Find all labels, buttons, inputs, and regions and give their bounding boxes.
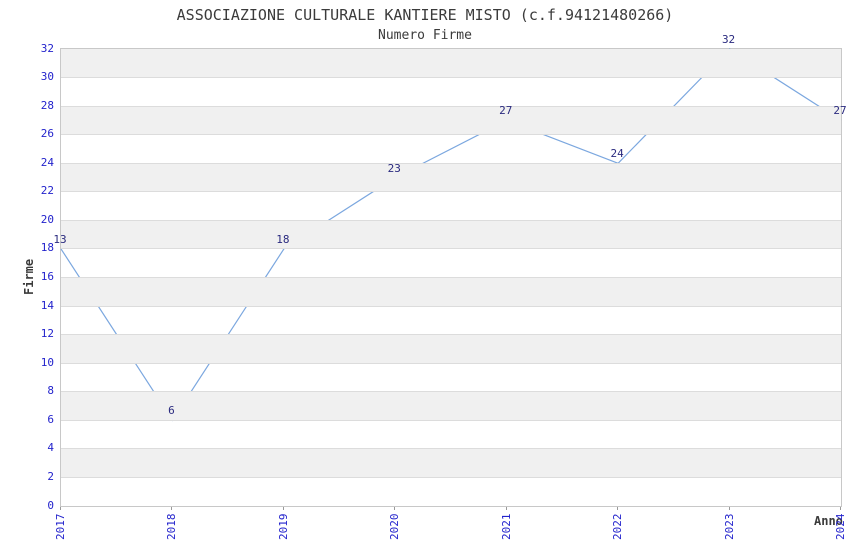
axis-tick [171,507,173,510]
grid-line [61,248,841,250]
grid-line [61,334,841,336]
y-tick-label: 20 [40,212,54,226]
x-tick-label: 2022 [611,513,625,540]
x-axis-label: Anno [814,514,843,528]
plot-band [61,49,841,78]
plot-band [61,277,841,307]
plot-band [61,220,841,249]
grid-line [61,277,841,278]
x-tick-label: 2017 [54,513,67,540]
grid-line [61,77,841,79]
plot-area [60,48,842,507]
y-tick-label: 10 [40,355,54,369]
y-tick-label: 28 [40,98,54,112]
x-tick-label: 2021 [499,513,513,540]
axis-tick [394,507,396,510]
y-tick-label: 2 [47,469,54,483]
axis-tick [728,507,730,510]
y-tick-label: 22 [40,184,54,198]
grid-line [61,305,841,307]
y-tick-label: 8 [47,384,54,398]
y-tick-label: 0 [47,498,54,512]
plot-band [61,106,841,135]
grid-line [61,391,841,393]
y-tick-label: 14 [40,298,54,312]
plot-band [61,334,841,364]
y-tick-label: 18 [40,241,54,255]
x-tick-label: 2019 [276,513,290,540]
y-tick-label: 6 [47,412,54,426]
axis-tick [60,507,61,510]
y-axis-label: Firme [22,258,36,295]
plot-band [61,391,841,421]
grid-line [61,134,841,136]
grid-line [61,362,841,364]
x-tick-label: 2024 [834,513,847,540]
plot-band [61,163,841,192]
grid-line [61,419,841,421]
axis-tick [505,507,507,510]
grid-line [61,219,841,221]
chart-title: ASSOCIAZIONE CULTURALE KANTIERE MISTO (c… [176,6,674,24]
grid-line [61,191,841,193]
grid-line [61,476,841,478]
grid-line [61,162,841,164]
y-tick-label: 4 [47,441,54,455]
axis-tick [282,507,284,510]
y-tick-label: 32 [40,41,54,55]
x-tick-label: 2023 [722,513,736,540]
y-tick-label: 26 [40,127,54,141]
axis-tick [840,507,841,510]
x-tick-label: 2020 [388,513,402,540]
y-tick-label: 24 [40,155,54,169]
grid-line [61,105,841,107]
grid-line [61,448,841,450]
y-tick-label: 12 [40,327,54,341]
axis-tick [617,507,619,510]
x-tick-label: 2018 [165,513,179,540]
y-tick-label: 30 [40,70,54,84]
chart-subtitle: Numero Firme [378,28,472,43]
y-tick-label: 16 [40,270,54,283]
plot-band [61,448,841,478]
